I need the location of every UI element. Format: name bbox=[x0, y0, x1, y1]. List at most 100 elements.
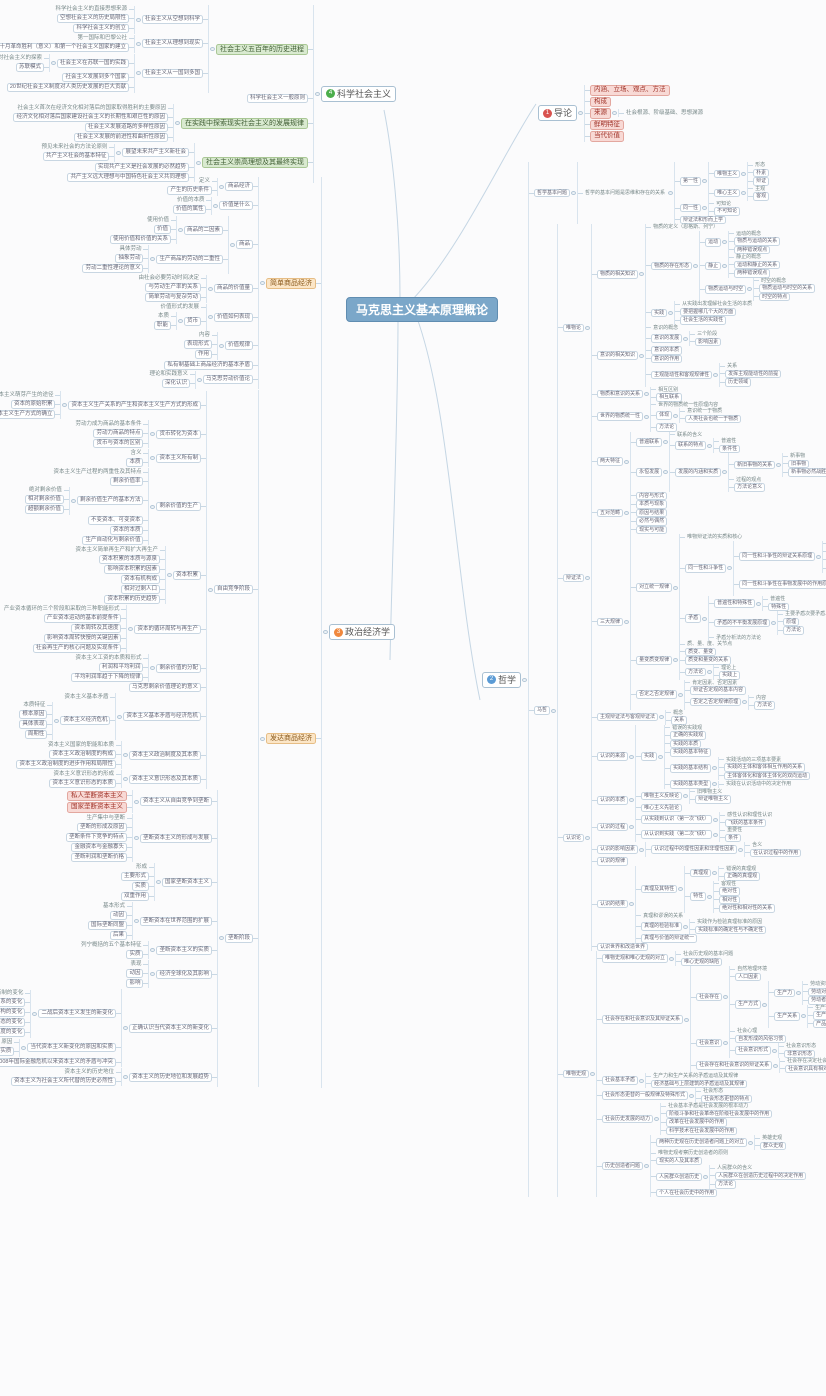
mindmap-node[interactable]: 具体劳动 bbox=[117, 246, 143, 253]
collapse-toggle-icon[interactable] bbox=[195, 160, 201, 165]
mindmap-node[interactable]: 原因与结果 bbox=[636, 508, 668, 517]
mindmap-node[interactable]: 社会根源、阶级基础、思想渊源 bbox=[624, 110, 705, 117]
mindmap-node[interactable]: 20世纪社会主义制度对人类历史发展的巨大贡献 bbox=[6, 83, 129, 92]
mindmap-node[interactable]: 主体客体化和客体主体化的双向运动 bbox=[724, 771, 811, 780]
mindmap-node[interactable]: 物质的定义（恩格斯、列宁） bbox=[651, 224, 720, 231]
mindmap-node[interactable]: 绝对剩余价值 bbox=[27, 487, 64, 494]
mindmap-node[interactable]: 定义 bbox=[197, 178, 212, 185]
mindmap-node[interactable]: 体现 bbox=[656, 411, 673, 420]
mindmap-node[interactable]: 意识的发展 bbox=[651, 334, 683, 343]
mindmap-node[interactable]: 社会生活的实践性 bbox=[680, 316, 727, 325]
collapse-toggle-icon[interactable] bbox=[585, 325, 591, 330]
mindmap-node[interactable]: 理论和实践意义 bbox=[147, 371, 190, 378]
mindmap-node[interactable]: 意识统一于物质 bbox=[685, 408, 724, 415]
mindmap-node[interactable]: 认识世界和改造世界 bbox=[597, 942, 649, 951]
collapse-toggle-icon[interactable] bbox=[578, 111, 584, 116]
mindmap-node[interactable]: 共产主义远大理想与中国特色社会主义共同理想 bbox=[67, 172, 189, 182]
mindmap-node[interactable]: 资本积累的历史趋势 bbox=[104, 594, 160, 604]
collapse-toggle-icon[interactable] bbox=[707, 894, 713, 899]
mindmap-node[interactable]: 劳动力商品的特点 bbox=[93, 428, 144, 438]
collapse-toggle-icon[interactable] bbox=[683, 924, 689, 929]
mindmap-node[interactable]: 真理与价值的辩证统一 bbox=[641, 934, 698, 943]
mindmap-node[interactable]: 否定之否定规律 bbox=[636, 690, 678, 699]
mindmap-node[interactable]: 旧事物 bbox=[788, 459, 810, 468]
mindmap-node[interactable]: 资本主义基本矛盾与经济危机 bbox=[123, 712, 201, 721]
mindmap-node[interactable]: 平均利润率趋于下降的规律 bbox=[71, 672, 144, 682]
mindmap-node[interactable]: 作用 bbox=[194, 350, 212, 359]
mindmap-node[interactable]: 同一性和斗争性在事物发展中的作用原理 bbox=[739, 580, 826, 589]
mindmap-node[interactable]: 相对过剩人口 bbox=[120, 584, 160, 594]
collapse-toggle-icon[interactable] bbox=[693, 263, 699, 268]
mindmap-node[interactable]: 相对剩余价值 bbox=[24, 495, 64, 504]
collapse-toggle-icon[interactable] bbox=[177, 228, 183, 232]
collapse-toggle-icon[interactable] bbox=[658, 754, 664, 759]
mindmap-node[interactable]: 利润和平均利润 bbox=[98, 662, 144, 672]
collapse-toggle-icon[interactable] bbox=[207, 315, 213, 319]
collapse-toggle-icon[interactable] bbox=[703, 1174, 709, 1179]
collapse-toggle-icon[interactable] bbox=[683, 336, 689, 341]
mindmap-node[interactable]: 生产集中与垄断 bbox=[84, 815, 127, 822]
mindmap-node[interactable]: 私有制基础上商品经济的基本矛盾 bbox=[164, 360, 253, 370]
mindmap-node[interactable]: 内容 bbox=[754, 695, 768, 702]
mindmap-node[interactable]: 本质 bbox=[126, 457, 144, 467]
collapse-toggle-icon[interactable] bbox=[727, 566, 733, 571]
mindmap-node[interactable]: 经济基础与上层建筑的矛盾运动及其规律 bbox=[651, 1079, 748, 1088]
mindmap-node[interactable]: 实质 bbox=[0, 1047, 15, 1056]
mindmap-node[interactable]: 社会心理 bbox=[735, 1028, 759, 1035]
branch-node[interactable]: 2 哲学 bbox=[482, 671, 522, 688]
collapse-toggle-icon[interactable] bbox=[612, 111, 618, 116]
mindmap-node[interactable]: 质、量、度、关节点 bbox=[685, 641, 734, 648]
mindmap-node[interactable]: 两种错误观点 bbox=[734, 269, 771, 278]
mindmap-node[interactable]: 含义 bbox=[750, 842, 764, 849]
mindmap-node[interactable]: 科学社会主义一般原则 bbox=[246, 94, 308, 103]
mindmap-node[interactable]: 认识过程中的理性因素和非理性因素 bbox=[651, 845, 738, 854]
mindmap-node[interactable]: 资本主义意识形态的形成 bbox=[51, 771, 116, 778]
mindmap-node[interactable]: 简单劳动与复杂劳动 bbox=[145, 293, 201, 302]
collapse-toggle-icon[interactable] bbox=[663, 440, 669, 445]
mindmap-node[interactable]: 基本形式 bbox=[101, 903, 127, 910]
mindmap-node[interactable]: 动因 bbox=[126, 968, 144, 978]
mindmap-node[interactable]: 动因 bbox=[109, 910, 127, 920]
collapse-toggle-icon[interactable] bbox=[644, 1164, 650, 1168]
mindmap-node[interactable]: 政治制度的变化 bbox=[0, 1028, 26, 1037]
collapse-toggle-icon[interactable] bbox=[150, 456, 156, 460]
mindmap-node[interactable]: 正确的实践观 bbox=[670, 731, 707, 740]
mindmap-node[interactable]: 生产商品的劳动的二重性 bbox=[156, 254, 223, 264]
collapse-toggle-icon[interactable] bbox=[629, 825, 635, 829]
mindmap-node[interactable]: 垄断阶段 bbox=[224, 933, 253, 943]
mindmap-node[interactable]: 金融资本与金融寡头 bbox=[71, 842, 127, 852]
mindmap-node[interactable]: 唯物史观 bbox=[563, 1069, 590, 1079]
mindmap-node[interactable]: 物质与运动的关系 bbox=[734, 237, 781, 246]
mindmap-node[interactable]: 产业资本循环的三个阶段和采取的三种职能形式 bbox=[2, 606, 122, 613]
collapse-toggle-icon[interactable] bbox=[218, 343, 224, 348]
mindmap-node[interactable]: 可知论 bbox=[714, 201, 733, 208]
collapse-toggle-icon[interactable] bbox=[135, 41, 141, 46]
collapse-toggle-icon[interactable] bbox=[624, 510, 630, 515]
mindmap-node[interactable]: 社会基本矛盾 bbox=[602, 1076, 639, 1085]
mindmap-node[interactable]: 不可知论 bbox=[714, 207, 741, 216]
mindmap-node[interactable]: 第一国际和巴黎公社 bbox=[75, 35, 129, 42]
mindmap-node[interactable]: 主观 bbox=[753, 186, 767, 193]
mindmap-node[interactable]: 三大规律 bbox=[597, 617, 624, 626]
collapse-toggle-icon[interactable] bbox=[135, 71, 141, 75]
mindmap-node[interactable]: 同一性和斗争性 bbox=[685, 564, 727, 573]
mindmap-node[interactable]: 货币与资本的区别 bbox=[93, 438, 144, 448]
mindmap-node[interactable]: 关系 bbox=[671, 716, 688, 725]
collapse-toggle-icon[interactable] bbox=[712, 782, 718, 787]
mindmap-node[interactable]: 社会历史发展的动力 bbox=[602, 1114, 654, 1124]
mindmap-node[interactable]: 概念 bbox=[671, 710, 685, 717]
mindmap-node[interactable]: 物质运动与时空 bbox=[705, 285, 747, 294]
mindmap-node[interactable]: 否定之否定规律原理 bbox=[690, 697, 742, 707]
mindmap-node[interactable]: 矛盾分析法的方法论 bbox=[714, 635, 763, 642]
mindmap-node[interactable]: 双重作用 bbox=[120, 891, 149, 901]
collapse-toggle-icon[interactable] bbox=[707, 670, 713, 674]
branch-node[interactable]: 4 科学社会主义 bbox=[320, 85, 396, 102]
mindmap-node[interactable]: 本质 bbox=[156, 313, 171, 320]
mindmap-node[interactable]: 人民群众的含义 bbox=[715, 1165, 754, 1172]
mindmap-node[interactable]: 自发形成的风俗习惯 bbox=[735, 1034, 787, 1043]
collapse-toggle-icon[interactable] bbox=[673, 658, 679, 663]
mindmap-node[interactable]: 错误的实践观 bbox=[670, 725, 704, 732]
collapse-toggle-icon[interactable] bbox=[742, 700, 748, 704]
mindmap-node[interactable]: 简单商品经济 bbox=[265, 277, 316, 289]
collapse-toggle-icon[interactable] bbox=[773, 1063, 779, 1068]
